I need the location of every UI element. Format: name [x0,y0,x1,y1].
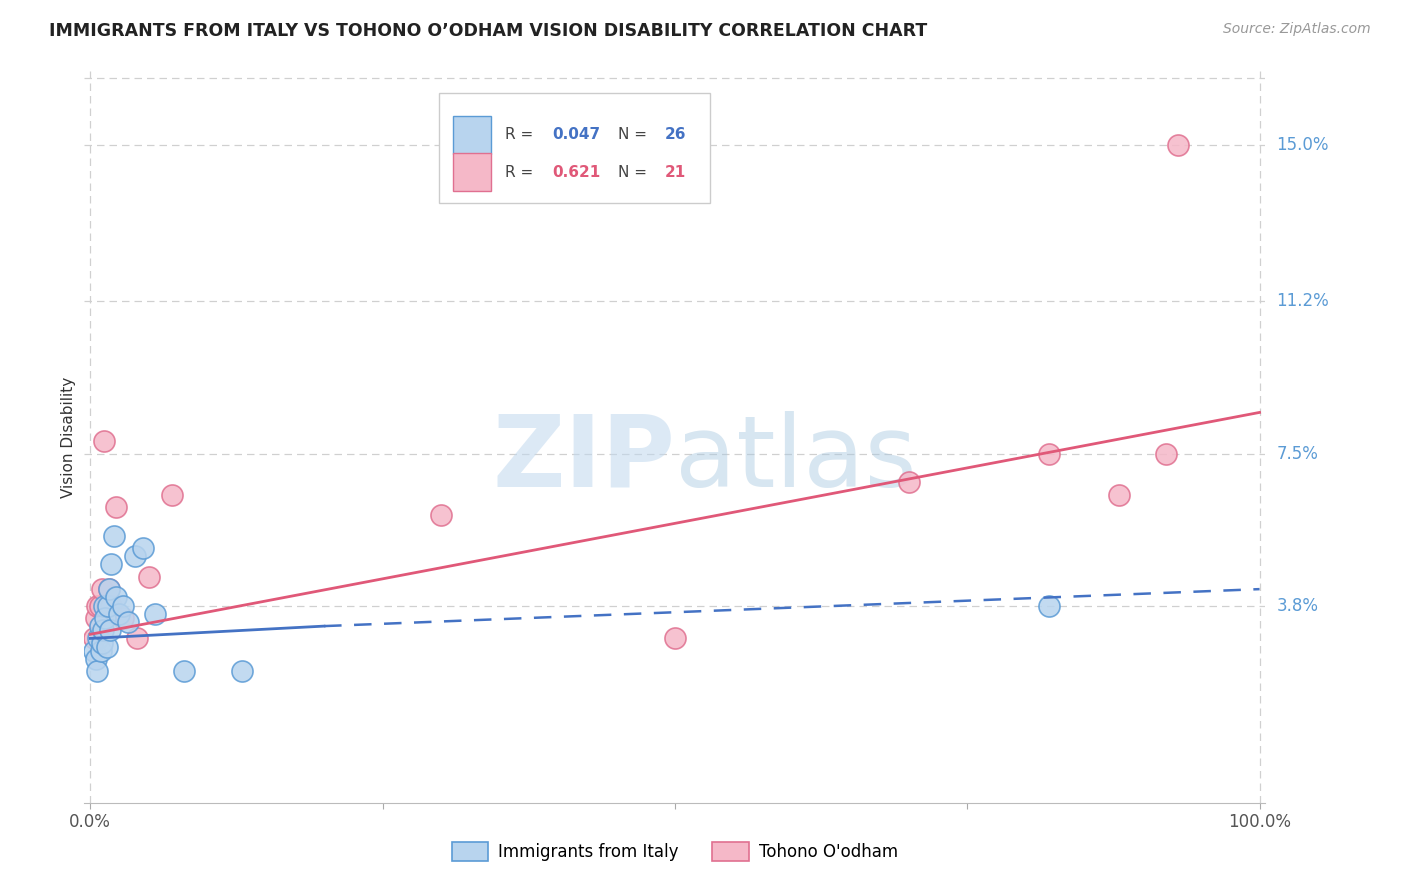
Point [84,652,107,666]
Point [91,624,114,638]
Point [100,599,122,613]
Point [231,665,253,679]
Text: 11.2%: 11.2% [1277,293,1329,310]
Point [86,599,108,613]
Point [138,570,160,584]
Point [1038,599,1060,613]
Text: Source: ZipAtlas.com: Source: ZipAtlas.com [1223,22,1371,37]
Point [83,632,105,646]
Point [90,582,112,596]
Point [664,632,686,646]
Point [97,582,120,596]
Point [93,599,115,613]
Point [117,615,139,629]
Point [897,475,920,490]
Point [103,529,125,543]
Text: N =: N = [619,128,647,143]
Y-axis label: Vision Disability: Vision Disability [60,376,76,498]
Point [94,611,117,625]
Point [108,607,131,621]
Point [104,500,127,514]
Legend: Immigrants from Italy, Tohono O'odham: Immigrants from Italy, Tohono O'odham [446,835,904,868]
Point [100,558,122,572]
Point [96,640,118,654]
Text: 3.8%: 3.8% [1277,597,1319,615]
Point [96,599,118,613]
Point [98,624,121,638]
Point [97,582,120,596]
FancyBboxPatch shape [453,153,491,191]
Point [160,487,183,501]
Point [83,644,105,658]
Point [111,611,134,625]
Point [86,665,108,679]
Point [111,599,134,613]
Point [1108,487,1130,501]
Point [1167,138,1189,153]
Text: 0.621: 0.621 [553,165,600,180]
Text: ZIP: ZIP [492,410,675,508]
Text: 21: 21 [664,165,686,180]
Point [132,541,155,555]
Text: IMMIGRANTS FROM ITALY VS TOHONO O’ODHAM VISION DISABILITY CORRELATION CHART: IMMIGRANTS FROM ITALY VS TOHONO O’ODHAM … [49,22,928,40]
Point [93,434,115,449]
Point [90,644,112,658]
Point [143,607,166,621]
Text: 0.047: 0.047 [553,128,600,143]
Point [104,591,127,605]
Point [430,508,453,523]
FancyBboxPatch shape [439,94,710,203]
FancyBboxPatch shape [453,116,491,154]
Point [84,611,107,625]
Point [173,665,195,679]
Point [97,599,120,613]
Text: 26: 26 [664,128,686,143]
Point [90,635,112,649]
Point [1038,446,1060,460]
Text: R =: R = [505,128,533,143]
Text: 15.0%: 15.0% [1277,136,1329,154]
Point [124,549,146,564]
Point [1154,446,1177,460]
Point [89,599,111,613]
Text: 7.5%: 7.5% [1277,444,1319,463]
Point [89,619,111,633]
Text: atlas: atlas [675,410,917,508]
Text: R =: R = [505,165,533,180]
Point [87,632,110,646]
Point [125,632,148,646]
Text: N =: N = [619,165,647,180]
